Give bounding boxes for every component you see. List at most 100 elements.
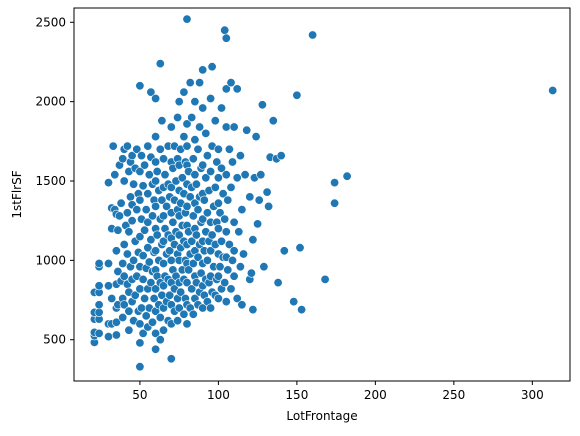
data-point-373	[257, 100, 267, 110]
data-point-291	[202, 151, 212, 161]
data-point-16	[104, 281, 114, 291]
data-point-351	[229, 122, 239, 132]
data-point-93	[138, 181, 148, 191]
data-point-121	[151, 328, 161, 338]
x-axis-label: LotFrontage	[286, 409, 357, 423]
data-point-280	[198, 65, 208, 75]
data-point-367	[248, 235, 258, 245]
data-point-388	[320, 274, 330, 284]
data-point-196	[173, 113, 183, 123]
data-point-34	[113, 225, 123, 235]
y-tick-label-2: 1500	[35, 174, 66, 188]
data-point-320	[213, 144, 223, 154]
data-point-86	[135, 81, 145, 91]
data-point-18	[104, 178, 114, 188]
data-point-380	[273, 278, 283, 288]
data-point-102	[143, 243, 153, 253]
data-point-254	[190, 170, 200, 180]
data-point-278	[198, 160, 208, 170]
data-point-350	[229, 217, 239, 227]
data-point-117	[149, 293, 159, 303]
data-point-241	[187, 284, 197, 294]
data-point-246	[188, 258, 198, 268]
x-tick-label-2: 150	[285, 388, 308, 402]
data-point-372	[256, 170, 266, 180]
x-tick-label-0: 50	[132, 388, 147, 402]
data-point-318	[213, 198, 223, 208]
data-point-197	[174, 303, 184, 313]
data-point-170	[166, 354, 176, 364]
data-point-299	[206, 167, 216, 177]
data-point-287	[201, 128, 211, 138]
data-point-83	[135, 232, 145, 242]
data-point-319	[213, 173, 223, 183]
data-point-371	[254, 195, 264, 205]
data-point-222	[182, 14, 192, 24]
data-point-329	[220, 278, 230, 288]
data-point-56	[124, 227, 134, 237]
data-point-304	[207, 62, 217, 72]
data-point-336	[221, 122, 231, 132]
y-tick-label-4: 2500	[35, 15, 66, 29]
data-point-53	[124, 325, 134, 335]
data-point-359	[237, 205, 247, 215]
data-point-91	[138, 274, 148, 284]
data-point-390	[330, 178, 340, 188]
data-point-78	[135, 362, 145, 372]
data-point-95	[140, 225, 150, 235]
y-axis-label: 1stFlrSF	[10, 170, 24, 218]
data-point-356	[235, 262, 245, 272]
data-point-267	[195, 122, 205, 132]
data-point-43	[119, 300, 129, 310]
data-point-65	[127, 151, 137, 161]
data-point-389	[330, 198, 340, 208]
data-point-258	[191, 230, 201, 240]
data-point-211	[177, 173, 187, 183]
data-point-99	[141, 205, 151, 215]
data-point-384	[292, 90, 302, 100]
data-point-348	[229, 271, 239, 281]
data-point-115	[148, 211, 158, 221]
data-point-63	[127, 216, 137, 226]
data-point-9	[94, 300, 104, 310]
data-point-342	[224, 144, 234, 154]
data-point-325	[217, 163, 227, 173]
data-point-378	[268, 116, 278, 126]
data-point-108	[144, 170, 154, 180]
data-point-104	[143, 189, 153, 199]
data-point-41	[118, 258, 128, 268]
data-point-381	[276, 151, 286, 161]
data-point-392	[548, 86, 558, 96]
data-point-326	[217, 103, 227, 113]
data-point-269	[196, 268, 206, 278]
data-point-370	[253, 219, 263, 229]
data-point-17	[104, 258, 114, 268]
data-point-146	[157, 195, 167, 205]
data-point-248	[188, 154, 198, 164]
x-tick-label-4: 250	[442, 388, 465, 402]
data-point-80	[135, 319, 145, 329]
data-point-139	[155, 312, 165, 322]
data-point-123	[151, 284, 161, 294]
data-point-344	[226, 182, 236, 192]
data-point-131	[151, 94, 161, 104]
data-point-335	[221, 170, 231, 180]
data-point-143	[155, 59, 165, 69]
data-point-27	[111, 317, 121, 327]
data-point-97	[141, 311, 151, 321]
data-point-217	[179, 87, 189, 97]
data-point-127	[151, 201, 161, 211]
data-point-84	[135, 195, 145, 205]
data-point-309	[210, 182, 220, 192]
data-point-261	[193, 252, 203, 262]
data-point-334	[221, 227, 231, 237]
data-point-212	[179, 309, 189, 319]
data-point-11	[94, 281, 104, 291]
data-point-33	[113, 266, 123, 276]
data-point-158	[160, 170, 170, 180]
data-point-174	[166, 255, 176, 265]
data-point-191	[173, 316, 183, 326]
data-point-263	[193, 144, 203, 154]
data-point-205	[176, 287, 186, 297]
data-point-68	[129, 179, 139, 189]
